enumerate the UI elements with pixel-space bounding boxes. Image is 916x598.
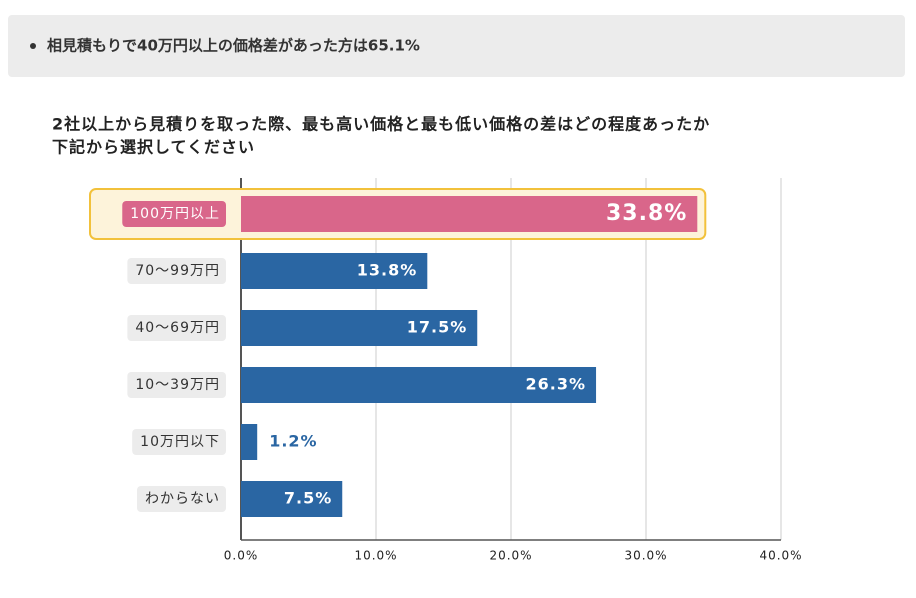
value-label: 7.5% (284, 489, 332, 508)
category-label: 70〜99万円 (135, 263, 220, 279)
bar (241, 481, 343, 517)
header-box (8, 15, 905, 77)
bar (241, 424, 258, 460)
category-label: 10〜39万円 (135, 377, 220, 393)
category-label: わからない (145, 491, 220, 507)
category-box (122, 201, 226, 227)
category-box (127, 372, 226, 398)
value-label: 33.8% (606, 201, 687, 226)
category-label: 10万円以下 (140, 434, 220, 450)
category-box (132, 429, 226, 455)
x-tick-label: 0.0% (224, 549, 259, 563)
value-label: 17.5% (407, 318, 468, 337)
chart-title: 2社以上から見積りを取った際、最も高い価格と最も低い価格の差はどの程度あったか (52, 115, 710, 134)
category-label: 40〜69万円 (135, 320, 220, 336)
category-box (127, 258, 226, 284)
bar (241, 253, 428, 289)
category-box (127, 315, 226, 341)
x-tick-label: 40.0% (759, 549, 802, 563)
chart-title: 下記から選択してください (52, 138, 255, 157)
bar (241, 310, 478, 346)
x-tick-label: 20.0% (489, 549, 532, 563)
x-tick-label: 30.0% (624, 549, 667, 563)
category-box (137, 486, 226, 512)
bar (241, 367, 597, 403)
bullet (30, 43, 36, 49)
value-label: 1.2% (269, 432, 317, 451)
value-label: 13.8% (357, 261, 418, 280)
value-label: 26.3% (526, 375, 587, 394)
x-tick-label: 10.0% (354, 549, 397, 563)
bar (241, 196, 698, 232)
header-text: 相見積もりで40万円以上の価格差があった方は65.1% (47, 37, 420, 55)
category-label: 100万円以上 (130, 206, 220, 222)
